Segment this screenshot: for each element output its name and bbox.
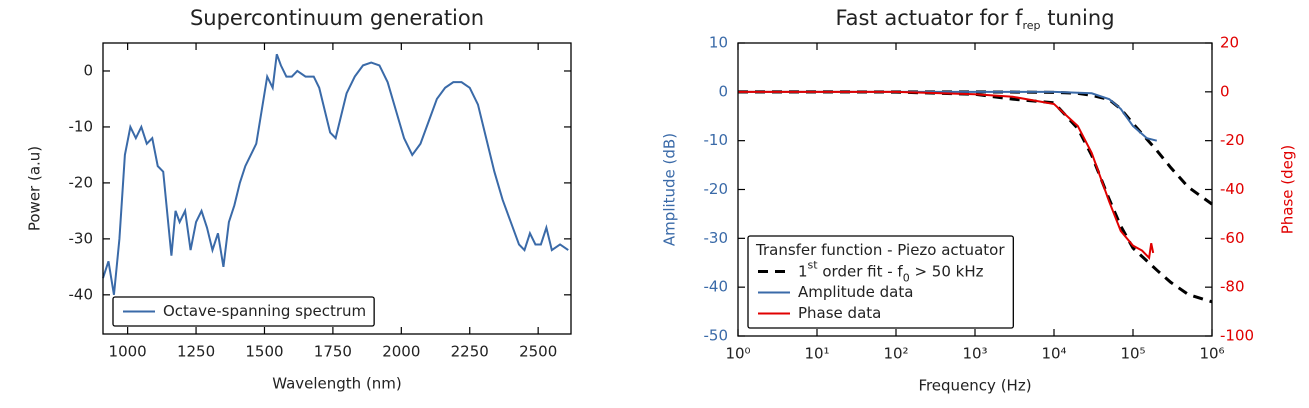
y2-tick-label: 20 — [1220, 34, 1239, 52]
x-tick-label: 2500 — [519, 343, 557, 361]
x-tick-label: 10¹ — [804, 345, 829, 363]
data-line — [738, 90, 1213, 206]
x-tick-label: 1500 — [245, 343, 283, 361]
plot-frame — [737, 42, 1213, 337]
x-tick-label: 10⁵ — [1120, 345, 1145, 363]
y-axis-label: Power (a.u) — [26, 146, 44, 231]
x-tick-label: 1250 — [177, 343, 215, 361]
legend-box — [747, 235, 1014, 329]
y-tick-label: -50 — [704, 327, 729, 345]
legend-box — [112, 296, 375, 327]
y-tick-label: -10 — [704, 131, 729, 149]
x-tick-label: 2000 — [382, 343, 420, 361]
legend: Octave-spanning spectrum — [112, 296, 375, 327]
data-line — [738, 90, 1158, 142]
text-part: 1 — [798, 262, 808, 280]
legend-label: Phase data — [798, 304, 881, 322]
legend-title: Transfer function - Piezo actuator — [755, 241, 1005, 259]
text-part: st — [808, 258, 819, 271]
chart-title: Fast actuator for frep tuning — [835, 6, 1114, 32]
text-part: rep — [1022, 19, 1040, 32]
y2-tick-label: -60 — [1220, 229, 1245, 247]
y2-axis-label: Phase (deg) — [1279, 145, 1297, 235]
y-tick-label: -20 — [704, 180, 729, 198]
chart-title: Supercontinuum generation — [190, 6, 484, 30]
y2-tick-label: -40 — [1220, 180, 1245, 198]
y-tick-label: -10 — [69, 117, 94, 135]
y-tick-label: -40 — [704, 278, 729, 296]
legend-label: Octave-spanning spectrum — [163, 302, 366, 320]
x-tick-label: 2250 — [451, 343, 489, 361]
y-tick-label: 0 — [718, 82, 728, 100]
x-tick-label: 10³ — [962, 345, 987, 363]
y-tick-label: -30 — [69, 229, 94, 247]
plot-frame — [102, 42, 572, 335]
text-part: 0 — [903, 271, 910, 284]
x-tick-label: 10⁴ — [1041, 345, 1066, 363]
y-tick-label: 10 — [709, 34, 728, 52]
text-part: Fast actuator for f — [835, 6, 1023, 30]
y2-tick-label: -80 — [1220, 278, 1245, 296]
x-axis-label: Wavelength (nm) — [272, 375, 402, 393]
y-tick-label: -20 — [69, 173, 94, 191]
y-tick-label: -40 — [69, 285, 94, 303]
y2-tick-label: -100 — [1220, 327, 1254, 345]
text-part: > 50 kHz — [910, 262, 984, 280]
text-part: tuning — [1041, 6, 1115, 30]
x-tick-label: 10⁶ — [1199, 345, 1224, 363]
y-tick-label: -30 — [704, 229, 729, 247]
data-line — [738, 90, 1155, 261]
y-tick-label: 0 — [83, 61, 93, 79]
x-tick-label: 10⁰ — [725, 345, 750, 363]
y2-tick-label: 0 — [1220, 82, 1230, 100]
x-tick-label: 10² — [883, 345, 908, 363]
x-axis-label: Frequency (Hz) — [918, 377, 1031, 395]
y-axis-label: Amplitude (dB) — [661, 133, 679, 246]
x-tick-label: 1000 — [109, 343, 147, 361]
legend-label: 1st order fit - f0 > 50 kHz — [798, 258, 984, 284]
data-line — [102, 53, 569, 295]
x-tick-label: 1750 — [314, 343, 352, 361]
text-part: order fit - f — [818, 262, 904, 280]
y2-tick-label: -20 — [1220, 131, 1245, 149]
legend-label: Amplitude data — [798, 283, 913, 301]
